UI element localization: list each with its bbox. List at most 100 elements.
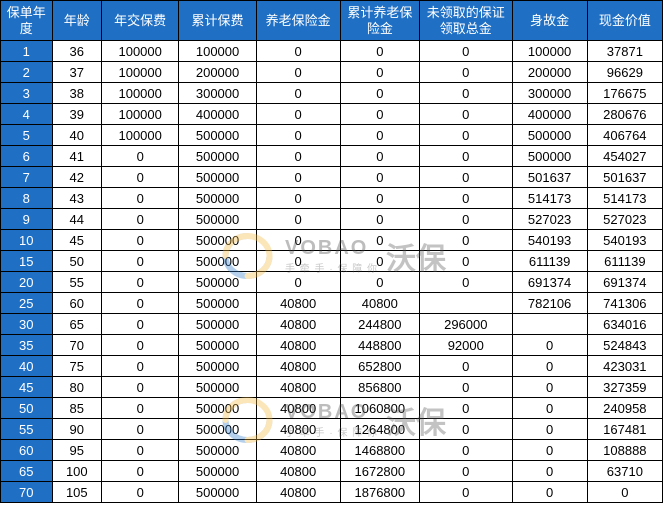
table-cell: 40800 xyxy=(256,377,340,398)
table-cell: 85 xyxy=(52,398,101,419)
table-cell: 65 xyxy=(1,461,53,482)
table-cell: 0 xyxy=(420,104,512,125)
table-cell: 0 xyxy=(420,188,512,209)
table-cell: 406764 xyxy=(587,125,662,146)
table-cell: 0 xyxy=(512,482,587,503)
table-cell: 501637 xyxy=(587,167,662,188)
table-cell: 500000 xyxy=(179,209,256,230)
table-cell: 0 xyxy=(420,41,512,62)
table-cell: 96629 xyxy=(587,62,662,83)
table-cell: 0 xyxy=(340,272,420,293)
table-cell: 0 xyxy=(102,188,179,209)
table-row: 6510005000004080016728000063710 xyxy=(1,461,663,482)
table-cell: 0 xyxy=(256,272,340,293)
table-cell: 0 xyxy=(420,167,512,188)
table-cell: 400000 xyxy=(512,104,587,125)
table-cell: 0 xyxy=(420,209,512,230)
table-cell: 100000 xyxy=(102,41,179,62)
table-cell: 37 xyxy=(52,62,101,83)
table-cell: 500000 xyxy=(179,230,256,251)
table-cell: 50 xyxy=(1,398,53,419)
table-cell: 38 xyxy=(52,83,101,104)
table-header-cell: 未领取的保证领取总金 xyxy=(420,1,512,41)
table-cell: 0 xyxy=(102,335,179,356)
table-cell: 300000 xyxy=(179,83,256,104)
table-cell: 90 xyxy=(52,419,101,440)
table-cell: 15 xyxy=(1,251,53,272)
table-cell: 500000 xyxy=(512,146,587,167)
table-row: 7420500000000501637501637 xyxy=(1,167,663,188)
table-header-cell: 年交保费 xyxy=(102,1,179,41)
table-row: 458005000004080085680000327359 xyxy=(1,377,663,398)
table-row: 13610000010000000010000037871 xyxy=(1,41,663,62)
table-cell: 423031 xyxy=(587,356,662,377)
table-cell: 0 xyxy=(340,251,420,272)
table-row: 10450500000000540193540193 xyxy=(1,230,663,251)
table-cell: 60 xyxy=(52,293,101,314)
table-row: 540100000500000000500000406764 xyxy=(1,125,663,146)
policy-table: 保单年度年龄年交保费累计保费养老保险金累计养老保险金未领取的保证领取总金身故金现… xyxy=(0,0,663,503)
table-cell: 40 xyxy=(1,356,53,377)
table-cell: 0 xyxy=(512,335,587,356)
table-cell: 80 xyxy=(52,377,101,398)
table-cell: 0 xyxy=(420,272,512,293)
table-cell: 0 xyxy=(512,440,587,461)
table-cell: 514173 xyxy=(587,188,662,209)
table-cell: 167481 xyxy=(587,419,662,440)
table-cell: 0 xyxy=(420,440,512,461)
table-cell: 0 xyxy=(102,482,179,503)
table-cell: 40800 xyxy=(256,440,340,461)
table-cell: 0 xyxy=(256,230,340,251)
table-row: 6410500000000500000454027 xyxy=(1,146,663,167)
table-cell: 514173 xyxy=(512,188,587,209)
table-cell: 500000 xyxy=(179,440,256,461)
table-cell: 0 xyxy=(420,482,512,503)
table-cell: 0 xyxy=(256,41,340,62)
table-cell: 0 xyxy=(340,104,420,125)
table-cell: 55 xyxy=(52,272,101,293)
table-cell: 1876800 xyxy=(340,482,420,503)
table-cell: 1468800 xyxy=(340,440,420,461)
table-cell: 200000 xyxy=(179,62,256,83)
table-cell: 40800 xyxy=(256,419,340,440)
table-cell: 176675 xyxy=(587,83,662,104)
table-cell: 500000 xyxy=(179,188,256,209)
table-cell: 611139 xyxy=(587,251,662,272)
table-cell: 35 xyxy=(1,335,53,356)
table-cell: 40800 xyxy=(256,356,340,377)
table-cell: 0 xyxy=(256,62,340,83)
table-cell: 0 xyxy=(420,419,512,440)
table-cell: 500000 xyxy=(179,335,256,356)
table-cell: 0 xyxy=(587,482,662,503)
table-row: 439100000400000000400000280676 xyxy=(1,104,663,125)
table-body: 1361000001000000001000003787123710000020… xyxy=(1,41,663,503)
table-row: 5085050000040800106080000240958 xyxy=(1,398,663,419)
table-cell: 45 xyxy=(52,230,101,251)
table-cell: 0 xyxy=(102,356,179,377)
table-cell: 0 xyxy=(420,146,512,167)
table-cell: 0 xyxy=(102,230,179,251)
table-cell: 611139 xyxy=(512,251,587,272)
table-cell: 244800 xyxy=(340,314,420,335)
table-cell: 0 xyxy=(256,209,340,230)
table-cell: 0 xyxy=(340,167,420,188)
table-row: 15500500000000611139611139 xyxy=(1,251,663,272)
table-cell: 43 xyxy=(52,188,101,209)
table-header-cell: 现金价值 xyxy=(587,1,662,41)
table-cell: 65 xyxy=(52,314,101,335)
table-cell: 1 xyxy=(1,41,53,62)
table-cell: 44 xyxy=(52,209,101,230)
table-cell: 540193 xyxy=(512,230,587,251)
table-cell: 400000 xyxy=(179,104,256,125)
table-cell: 200000 xyxy=(512,62,587,83)
table-cell: 20 xyxy=(1,272,53,293)
table-cell: 70 xyxy=(1,482,53,503)
table-cell: 0 xyxy=(102,419,179,440)
table-cell: 448800 xyxy=(340,335,420,356)
table-cell: 36 xyxy=(52,41,101,62)
table-header-cell: 保单年度 xyxy=(1,1,53,41)
table-row: 701050500000408001876800000 xyxy=(1,482,663,503)
table-cell: 40800 xyxy=(256,335,340,356)
table-cell: 0 xyxy=(256,146,340,167)
table-cell: 0 xyxy=(420,461,512,482)
